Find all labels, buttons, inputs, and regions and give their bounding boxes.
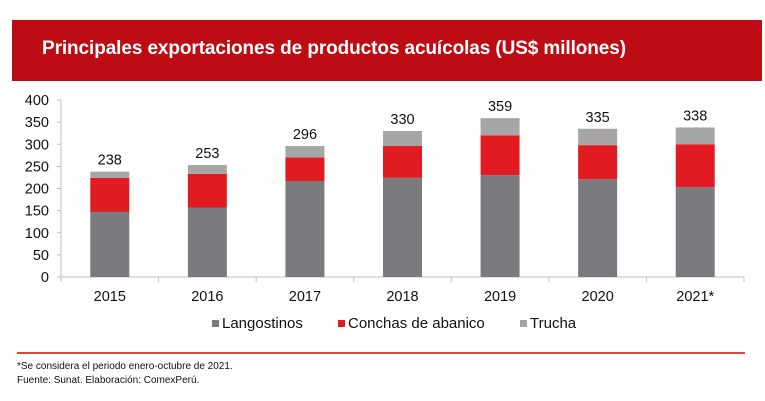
y-tick-label: 150 (25, 204, 49, 220)
total-label: 296 (293, 127, 317, 143)
chart-title-bar: Principales exportaciones de productos a… (12, 20, 762, 81)
source-note: Fuente: Sunat. Elaboración: ComexPerú. (17, 375, 200, 386)
bar-segment-langostinos (578, 179, 618, 277)
y-tick-label: 300 (25, 137, 49, 153)
bar-segment-langostinos (383, 177, 422, 277)
y-axis: 0 50 100 150 200 250 300 350 400 (25, 93, 62, 286)
total-label: 338 (683, 108, 707, 124)
footer-divider (17, 352, 745, 354)
legend-swatch (520, 320, 527, 327)
y-tick-label: 400 (25, 93, 49, 109)
x-tick-label: 2017 (289, 289, 321, 305)
y-tick-label: 50 (33, 248, 49, 264)
total-label: 330 (390, 112, 414, 128)
x-tick-label: 2020 (582, 289, 614, 305)
bar-segment-trucha (383, 130, 422, 147)
bar-segment-trucha (285, 146, 325, 158)
legend: Langostinos Conchas de abanico Trucha (212, 315, 577, 332)
footnote: *Se considera el periodo enero-octubre d… (17, 361, 233, 372)
y-tick-label: 100 (25, 226, 49, 242)
bar-segment-langostinos (285, 180, 325, 277)
total-label: 335 (586, 110, 610, 126)
x-tick-label: 2016 (191, 289, 223, 305)
bar-segment-conchas-de-abanico (90, 177, 130, 212)
chart-title: Principales exportaciones de productos a… (42, 38, 626, 59)
data-labels: 238 253 296 330 359 335 338 (98, 99, 708, 169)
x-tick-label: 2019 (484, 289, 516, 305)
x-tick-label: 2018 (386, 289, 418, 305)
bar-segment-conchas-de-abanico (285, 157, 325, 181)
bars (90, 118, 715, 277)
bar-segment-conchas-de-abanico (383, 146, 422, 178)
bar-segment-trucha (578, 128, 618, 146)
bar-segment-conchas-de-abanico (480, 135, 520, 176)
bar-segment-langostinos (187, 207, 227, 277)
bar-segment-conchas-de-abanico (578, 145, 618, 180)
y-tick-label: 250 (25, 159, 49, 175)
legend-label: Trucha (530, 315, 577, 332)
legend-label: Langostinos (222, 315, 303, 332)
y-tick-label: 0 (41, 270, 49, 286)
x-tick-label: 2021* (676, 289, 714, 305)
total-label: 253 (195, 146, 219, 162)
total-label: 359 (488, 99, 512, 115)
legend-swatch (338, 320, 345, 327)
bar-segment-langostinos (480, 175, 520, 277)
y-tick-label: 200 (25, 182, 49, 198)
x-axis: 2015 2016 2017 2018 2019 2020 2021* (60, 276, 745, 305)
total-label: 238 (98, 153, 122, 169)
bar-segment-langostinos (90, 211, 130, 277)
bar-segment-trucha (675, 127, 715, 145)
bar-segment-conchas-de-abanico (187, 173, 227, 208)
bar-segment-trucha (480, 118, 520, 136)
legend-swatch (212, 320, 219, 327)
bar-segment-conchas-de-abanico (675, 144, 715, 188)
bar-segment-trucha (187, 165, 227, 174)
y-tick-label: 350 (25, 115, 49, 131)
bar-segment-langostinos (675, 187, 715, 277)
legend-label: Conchas de abanico (348, 315, 485, 332)
x-tick-label: 2015 (94, 289, 126, 305)
bar-segment-trucha (90, 171, 130, 178)
